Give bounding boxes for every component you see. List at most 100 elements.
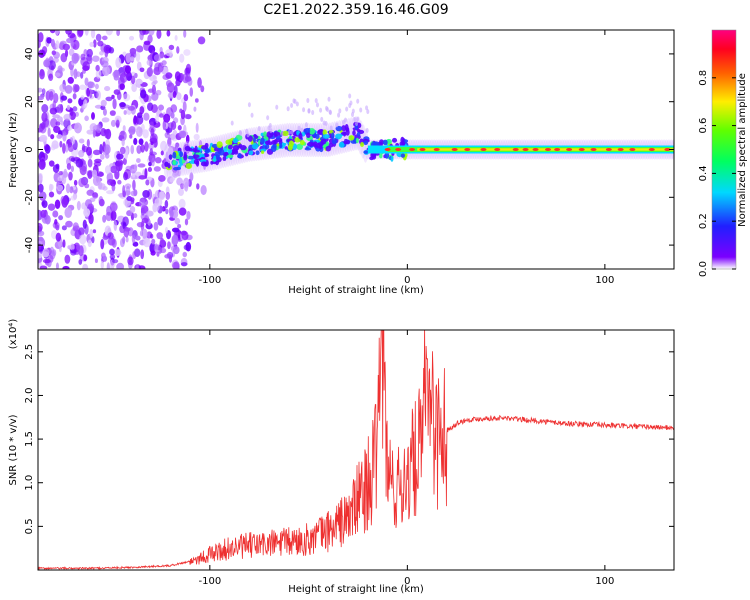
heatmap-cell [96, 90, 101, 101]
heatmap-cell [94, 83, 99, 90]
heatmap-cell [331, 132, 335, 140]
heatmap-cell [38, 95, 44, 101]
heatmap-cell [65, 220, 73, 228]
heatmap-cell [260, 137, 265, 145]
heatmap-cell [237, 152, 242, 159]
heatmap-cell [464, 148, 471, 151]
heatmap-cell [151, 92, 159, 101]
heatmap-cell [38, 32, 44, 43]
heatmap-cell [130, 197, 135, 203]
heatmap-cell [86, 146, 93, 156]
heatmap-cell [363, 140, 369, 146]
heatmap-cell [53, 125, 61, 133]
heatmap-cell [116, 262, 125, 269]
heatmap-cell [348, 93, 352, 99]
heatmap-cell [87, 81, 96, 89]
heatmap-cell [182, 251, 188, 258]
heatmap-cell [62, 43, 71, 51]
heatmap-cell [141, 217, 149, 224]
heatmap-cell [390, 156, 394, 162]
heatmap-cell [64, 84, 73, 94]
heatmap-cell [54, 72, 61, 77]
heatmap-cell [177, 125, 182, 131]
heatmap-cell [38, 159, 46, 170]
heatmap-cell [164, 253, 173, 259]
heatmap-cell [384, 148, 391, 151]
heatmap-cell [57, 176, 63, 182]
heatmap-cell [130, 75, 136, 85]
heatmap-cell [189, 87, 194, 97]
heatmap-cell [122, 93, 131, 102]
heatmap-cell [365, 105, 369, 111]
heatmap-cell [64, 207, 73, 219]
heatmap-cell [338, 141, 345, 148]
heatmap-cell [129, 56, 135, 62]
heatmap-cell [214, 147, 219, 152]
heatmap-cell [122, 125, 126, 132]
heatmap-cell [82, 219, 87, 230]
heatmap-cell [172, 246, 180, 255]
heatmap-cell [116, 153, 124, 160]
heatmap-x-label: Height of straight line (km) [288, 285, 424, 296]
heatmap-cell [286, 106, 290, 112]
heatmap-x-tick-label: -100 [198, 275, 221, 286]
heatmap-cell [296, 143, 304, 150]
heatmap-cell [111, 183, 116, 192]
heatmap-cell [55, 232, 62, 242]
heatmap-cell [40, 152, 48, 161]
heatmap-cell [123, 168, 132, 180]
heatmap-cell [156, 251, 160, 257]
heatmap-cell [266, 115, 270, 121]
heatmap-cell [136, 145, 142, 154]
heatmap-cell [156, 232, 163, 240]
heatmap-cell [78, 227, 85, 236]
heatmap-cell [99, 143, 103, 155]
heatmap-cell [150, 250, 156, 256]
heatmap-y-tick-label: 40 [24, 48, 35, 61]
heatmap-cell [178, 198, 186, 209]
heatmap-cell [158, 175, 166, 182]
heatmap-cell [213, 155, 217, 162]
heatmap-cell [143, 237, 151, 248]
heatmap-cell [174, 35, 178, 41]
heatmap-cell [244, 152, 249, 157]
heatmap-cell [230, 120, 234, 126]
heatmap-cell [142, 189, 150, 198]
heatmap-cell [93, 161, 102, 167]
heatmap-cell [222, 151, 229, 157]
heatmap-cell [55, 224, 60, 231]
heatmap-cell [306, 98, 310, 104]
heatmap-y-label: Frequency (Hz) [8, 112, 19, 188]
heatmap-cell [47, 203, 56, 211]
heatmap-cell [38, 39, 41, 49]
heatmap-cell [327, 96, 331, 102]
heatmap-cell [123, 110, 127, 115]
heatmap-cell [115, 160, 123, 172]
heatmap-cell [79, 165, 87, 176]
heatmap-cell [379, 153, 383, 159]
heatmap-cell [304, 122, 308, 128]
heatmap-cell [149, 74, 158, 82]
heatmap-cell [153, 243, 159, 254]
heatmap-cell [222, 156, 227, 161]
snr-panel: -100 0 100 0.5 1.0 1.5 2.0 2.5 Height of strai… [8, 319, 675, 595]
heatmap-cell [290, 130, 294, 136]
heatmap-cell [59, 140, 63, 148]
heatmap-cell [348, 135, 355, 141]
heatmap-cell [172, 261, 180, 269]
heatmap-cell [272, 143, 277, 149]
heatmap-cell [64, 254, 71, 264]
heatmap-cell [38, 183, 44, 193]
heatmap-cell [68, 171, 73, 181]
heatmap-cell [648, 148, 655, 151]
heatmap-cell [494, 148, 501, 151]
heatmap-cell [315, 102, 319, 108]
heatmap-cell [297, 125, 301, 131]
heatmap-cell [247, 135, 253, 142]
heatmap-cell [167, 163, 171, 169]
heatmap-cell [99, 50, 104, 56]
heatmap-cell [139, 230, 144, 237]
heatmap-cell [70, 195, 77, 201]
heatmap-cell [154, 190, 161, 199]
heatmap-cell [105, 30, 113, 36]
